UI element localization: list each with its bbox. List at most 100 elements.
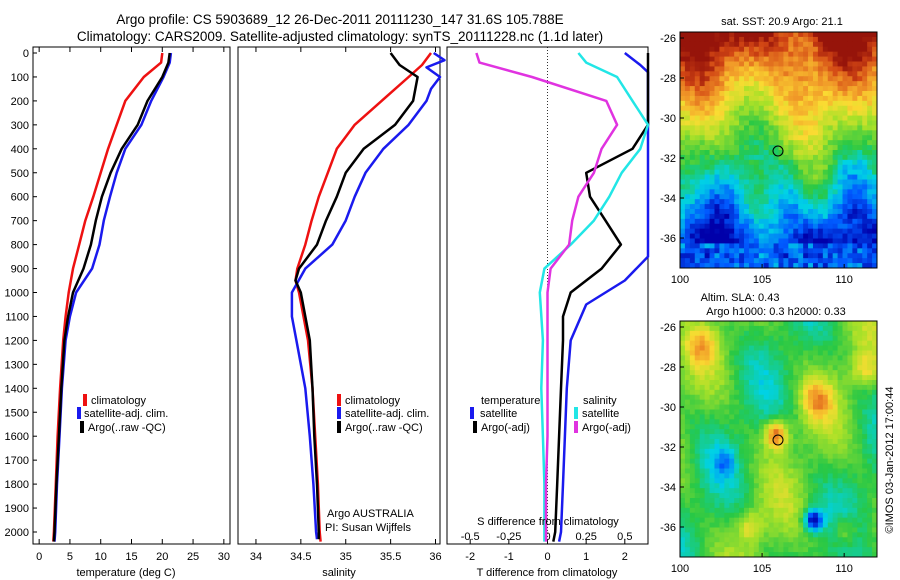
heat-cell: [748, 51, 755, 57]
heat-cell: [748, 483, 755, 489]
heat-cell: [739, 95, 745, 102]
heat-cell: [822, 199, 829, 205]
heat-cell: [714, 325, 720, 332]
heat-cell: [778, 443, 784, 450]
heat-cell: [837, 71, 843, 77]
heat-cell: [758, 478, 765, 484]
heat-cell: [857, 340, 863, 346]
heat-cell: [724, 32, 730, 38]
heat-cell: [689, 174, 696, 180]
heat-cell: [758, 463, 765, 469]
heat-cell: [817, 350, 824, 356]
heat-cell: [684, 473, 691, 479]
heat-cell: [783, 228, 789, 234]
heat-cell: [827, 189, 834, 195]
heat-cell: [744, 184, 750, 190]
heat-cell: [837, 253, 843, 259]
heat-cell: [817, 512, 824, 519]
heat-cell: [719, 507, 725, 514]
heat-cell: [724, 154, 730, 161]
heat-cell: [694, 517, 701, 523]
heat-cell: [768, 380, 774, 386]
heat-cell: [729, 105, 735, 112]
heat-cell: [847, 228, 853, 234]
heat-cell: [768, 321, 774, 327]
heat-cell: [709, 355, 715, 361]
heat-cell: [822, 419, 829, 425]
heat-cell: [783, 164, 789, 171]
heat-cell: [783, 120, 789, 126]
heat-cell: [817, 365, 824, 371]
heat-cell: [867, 218, 873, 225]
heat-cell: [867, 91, 873, 97]
heat-cell: [689, 517, 696, 523]
heat-cell: [852, 228, 858, 234]
heat-cell: [699, 71, 706, 77]
heat-cell: [729, 194, 735, 200]
heat-cell: [689, 51, 696, 57]
heat-cell: [704, 76, 710, 82]
heat-cell: [699, 86, 706, 92]
heat-cell: [773, 335, 779, 342]
heat-cell: [803, 120, 809, 126]
heat-cell: [817, 502, 824, 509]
heat-cell: [763, 179, 770, 185]
heat-cell: [748, 552, 755, 558]
heat-cell: [862, 159, 868, 166]
heat-cell: [714, 502, 720, 509]
heat-cell: [862, 199, 868, 205]
heat-cell: [862, 95, 868, 102]
heat-cell: [783, 399, 789, 405]
heat-cell: [758, 233, 765, 239]
heat-cell: [798, 248, 804, 254]
heat-cell: [729, 199, 735, 205]
heat-cell: [714, 169, 720, 175]
heat-cell: [803, 414, 809, 420]
heat-cell: [729, 498, 735, 504]
heat-cell: [822, 76, 829, 82]
heat-cell: [783, 100, 789, 107]
heat-cell: [768, 76, 774, 82]
heat-cell: [872, 76, 878, 82]
heat-cell: [758, 517, 765, 523]
heat-cell: [714, 375, 720, 381]
heat-cell: [832, 360, 838, 366]
heat-cell: [803, 71, 809, 77]
heat-cell: [867, 370, 873, 376]
heat-cell: [778, 463, 784, 469]
heat-cell: [872, 547, 878, 553]
heat-cell: [768, 325, 774, 332]
heat-cell: [837, 463, 843, 469]
heat-cell: [872, 473, 878, 479]
heat-cell: [867, 223, 873, 230]
heat-cell: [798, 389, 804, 396]
heat-cell: [680, 419, 686, 425]
heat-cell: [842, 238, 848, 244]
heat-cell: [684, 453, 691, 460]
heat-cell: [812, 46, 819, 53]
heat-cell: [763, 507, 770, 514]
heat-cell: [734, 335, 740, 342]
heat-cell: [783, 537, 789, 543]
heat-cell: [788, 527, 794, 533]
heat-cell: [763, 325, 770, 332]
heat-cell: [832, 238, 838, 244]
heat-cell: [724, 375, 730, 381]
heat-cell: [734, 95, 740, 102]
heat-cell: [832, 248, 838, 254]
heat-cell: [689, 345, 696, 351]
heat-cell: [803, 194, 809, 200]
heat-cell: [699, 443, 706, 450]
heat-cell: [857, 419, 863, 425]
heat-cell: [699, 498, 706, 504]
heat-cell: [729, 258, 735, 264]
heat-cell: [689, 36, 696, 43]
heat-cell: [783, 527, 789, 533]
heat-cell: [857, 527, 863, 533]
heat-cell: [758, 380, 765, 386]
heat-cell: [768, 258, 774, 264]
heat-cell: [719, 95, 725, 102]
heat-cell: [768, 365, 774, 371]
heat-cell: [783, 209, 789, 215]
heat-cell: [827, 36, 834, 43]
